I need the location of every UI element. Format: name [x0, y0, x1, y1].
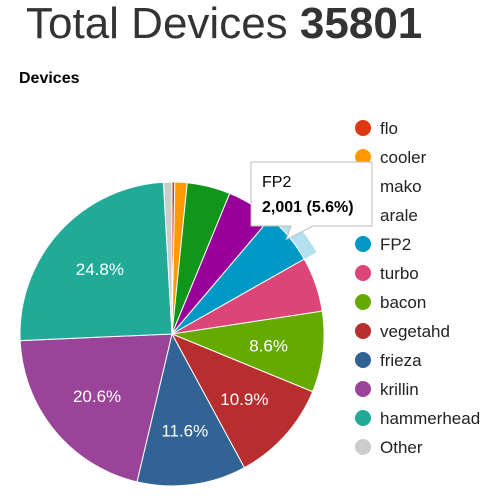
legend-label-krillin: krillin	[380, 380, 419, 399]
slice-label-krillin: 20.6%	[73, 387, 121, 406]
slice-label-vegetahd: 10.9%	[220, 390, 268, 409]
legend-label-frieza: frieza	[380, 351, 422, 370]
legend-label-bacon: bacon	[380, 293, 426, 312]
pie-slice-krillin[interactable]	[19, 333, 173, 483]
legend-label-arale: arale	[380, 206, 418, 225]
legend-item-flo[interactable]: flo	[355, 119, 398, 138]
tooltip-slice-name: FP2	[262, 174, 291, 191]
legend-swatch-hammerhead	[355, 410, 371, 426]
legend-item-hammerhead[interactable]: hammerhead	[355, 409, 480, 428]
slice-label-hammerhead: 24.8%	[76, 260, 124, 279]
legend-item-turbo[interactable]: turbo	[355, 264, 419, 283]
chart-title: Devices	[19, 70, 80, 87]
legend-label-other: Other	[380, 438, 423, 457]
legend-item-bacon[interactable]: bacon	[355, 293, 426, 312]
legend-item-krillin[interactable]: krillin	[355, 380, 419, 399]
pie-slices[interactable]	[19, 181, 325, 487]
pie-slice-vegetahd[interactable]	[170, 333, 314, 469]
legend-swatch-flo	[355, 120, 371, 136]
legend-label-cooler: cooler	[380, 148, 427, 167]
pie-slice-hammerhead[interactable]	[19, 181, 173, 342]
legend-swatch-krillin	[355, 381, 371, 397]
legend-label-turbo: turbo	[380, 264, 419, 283]
legend-swatch-fp2	[355, 236, 371, 252]
legend-label-flo: flo	[380, 119, 398, 138]
legend-swatch-cooler	[355, 149, 371, 165]
slice-label-bacon: 8.6%	[249, 337, 288, 356]
slice-tooltip: FP2 2,001 (5.6%)	[250, 161, 373, 241]
tooltip-slice-value: 2,001 (5.6%)	[262, 199, 354, 216]
legend-label-mako: mako	[380, 177, 422, 196]
pie-slice-labels: 8.6% 10.9% 11.6% 20.6% 24.8%	[73, 260, 288, 441]
legend-item-other[interactable]: Other	[355, 438, 423, 457]
legend-label-fp2: FP2	[380, 235, 411, 254]
legend-item-cooler[interactable]: cooler	[355, 148, 427, 167]
legend-swatch-bacon	[355, 294, 371, 310]
legend-swatch-other	[355, 439, 371, 455]
pie-slice-other[interactable]	[162, 181, 173, 335]
legend-item-vegetahd[interactable]: vegetahd	[355, 322, 450, 341]
legend-swatch-turbo	[355, 265, 371, 281]
legend-label-vegetahd: vegetahd	[380, 322, 450, 341]
legend-item-frieza[interactable]: frieza	[355, 351, 422, 370]
page-title-prefix: Total Devices	[26, 0, 288, 48]
pie-slice-frieza[interactable]	[136, 332, 246, 487]
total-device-count: 35801	[299, 0, 423, 48]
tooltip-box	[250, 161, 373, 241]
slice-label-frieza: 11.6%	[161, 421, 208, 440]
legend-item-fp2[interactable]: FP2	[355, 235, 411, 254]
chart-legend[interactable]: flo cooler mako arale FP2 turbo bacon vegetahd f…	[355, 119, 480, 457]
page-title: Total Devices 35801	[26, 2, 422, 46]
legend-label-hammerhead: hammerhead	[380, 409, 480, 428]
legend-swatch-frieza	[355, 352, 371, 368]
legend-swatch-vegetahd	[355, 323, 371, 339]
